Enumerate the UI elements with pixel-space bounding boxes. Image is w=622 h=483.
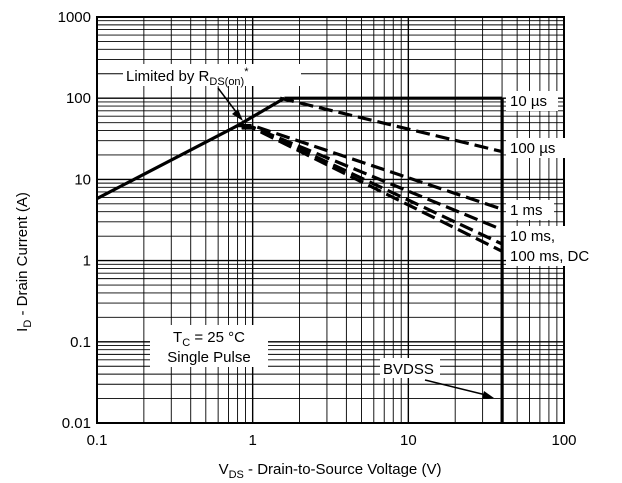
y-tick-label: 0.1 <box>70 334 91 351</box>
y-tick-label: 1 <box>83 253 91 270</box>
y-tick-label: 100 <box>66 90 91 107</box>
label-100us-bg <box>506 138 568 158</box>
annotation-bvdss: BVDSS <box>383 361 434 378</box>
annotation-bvdss-arrow <box>424 379 487 396</box>
x-tick-label: 1 <box>248 432 256 449</box>
annotation-conditions-line1: TC = 25 °C <box>173 329 245 349</box>
annotation-limited-bg <box>123 64 301 86</box>
series-1-ms <box>237 123 503 211</box>
y-axis-label: ID - Drain Current (A) <box>14 192 34 332</box>
annotation-bvdss-arrowhead <box>482 391 494 399</box>
y-tick-label: 10 <box>74 171 91 188</box>
x-tick-label: 0.1 <box>87 432 108 449</box>
series-dc <box>241 126 503 253</box>
series-group <box>96 96 504 423</box>
y-tick-label: 1000 <box>58 9 91 26</box>
label-10us: 10 µs <box>510 93 547 110</box>
annotation-conditions-line2: Single Pulse <box>167 349 250 366</box>
label-1ms-bg <box>506 200 554 220</box>
x-tick-label: 10 <box>400 432 417 449</box>
label-10us-bg <box>506 91 558 111</box>
label-10ms: 10 ms, <box>510 228 555 245</box>
plot-frame <box>96 16 565 424</box>
label-100ms-dc: 100 ms, DC <box>510 248 589 265</box>
y-tick-label: 0.01 <box>62 415 91 432</box>
series-100-s <box>279 96 503 154</box>
annotation-conditions-bg <box>150 325 268 367</box>
label-100us: 100 µs <box>510 140 555 157</box>
x-tick-label: 100 <box>551 432 576 449</box>
x-axis-label: VDS - Drain-to-Source Voltage (V) <box>219 461 442 481</box>
label-1ms: 1 ms <box>510 202 543 219</box>
label-10ms-bg <box>506 226 588 266</box>
annotation-limited: Limited by RDS(on)* <box>126 66 249 88</box>
annotation-bvdss-bg <box>380 358 440 378</box>
annotation-limited-arrowhead <box>232 109 243 121</box>
